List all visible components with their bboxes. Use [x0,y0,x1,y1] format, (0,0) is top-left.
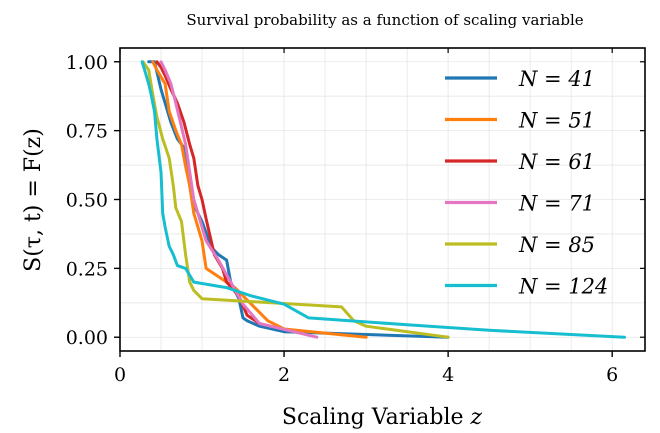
y-axis-label: S(τ, t) = F(z) [21,128,46,272]
chart-title: Survival probability as a function of sc… [186,11,583,29]
legend-label-2: N = 61 [518,150,595,174]
legend-label-4: N = 85 [518,233,595,257]
x-tick-label: 2 [278,364,290,386]
x-tick-label: 4 [442,364,454,386]
legend-label-0: N = 41 [518,67,595,91]
grid [119,48,645,351]
series-group [140,60,626,339]
series-line-1 [151,60,368,339]
y-tick-label: 0.50 [66,190,108,212]
y-tick-label: 0.00 [66,327,108,349]
legend-label-1: N = 51 [518,109,595,133]
legend-label-3: N = 71 [518,192,595,216]
x-axis-label-variable: z [470,405,483,430]
y-tick-label: 1.00 [66,52,108,74]
x-axis-label-text: Scaling Variable [282,405,471,430]
legend-label-5: N = 124 [518,275,608,299]
ticks: 0 2 4 6 0.00 0.25 0.50 0.75 1.00 [66,48,645,386]
x-tick-label: 0 [114,364,126,386]
series-line-3 [159,60,319,339]
series-line-0 [147,60,450,339]
series-line-2 [155,60,261,325]
series-line-5 [140,60,626,339]
y-tick-label: 0.25 [66,258,108,280]
legend: N = 41 N = 51 N = 61 N = 71 N = 85 N = 124 [445,67,608,299]
x-axis-label: Scaling Variable z [282,405,483,430]
x-tick-label: 6 [606,364,618,386]
y-tick-label: 0.75 [66,121,108,143]
